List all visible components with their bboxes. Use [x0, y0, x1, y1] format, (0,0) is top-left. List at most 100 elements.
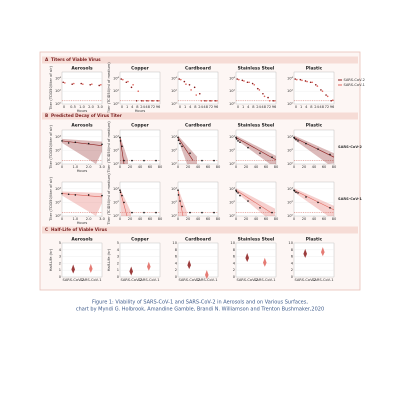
x-tick-label: 40	[312, 165, 317, 169]
y-tick-label: 6	[233, 255, 236, 259]
violin	[303, 248, 307, 258]
data-point	[119, 191, 122, 193]
x-tick-label: 60	[148, 165, 153, 169]
data-point	[121, 145, 123, 148]
uncertainty-band	[62, 138, 102, 164]
violin	[263, 257, 267, 267]
data-point	[247, 200, 249, 202]
data-point	[205, 100, 208, 102]
y-tick-label: 10²	[113, 200, 120, 204]
x-tick-label: 0	[293, 165, 296, 169]
data-point	[239, 141, 241, 144]
data-point	[64, 82, 66, 84]
section-label: B	[45, 113, 48, 118]
x-tick-label: 1	[126, 105, 128, 109]
data-point	[146, 100, 148, 102]
y-tick-label: 0	[175, 275, 178, 279]
x-tick-label: 8	[194, 105, 197, 109]
data-point	[131, 159, 133, 162]
y-tick-label: 10²	[113, 89, 120, 93]
data-point	[209, 100, 211, 102]
data-point	[332, 99, 334, 101]
x-tick-label: 40	[254, 217, 259, 221]
data-point	[259, 207, 261, 209]
data-point	[119, 136, 121, 139]
data-point	[62, 81, 64, 84]
y-tick-label: 8	[175, 248, 178, 252]
violin	[89, 263, 93, 273]
y-tick-label: 10⁴	[55, 187, 62, 191]
y-tick-label: 5	[59, 241, 61, 245]
data-point	[216, 100, 218, 102]
y-tick-label: 10⁰	[171, 214, 178, 218]
panel-title: Aerosols	[71, 237, 93, 243]
y-axis-label: Titer (TCID50/liter of air)	[49, 125, 53, 170]
data-point	[195, 94, 198, 96]
data-point	[140, 100, 143, 102]
panel-title: Stainless Steel	[238, 66, 275, 72]
x-tick-label: 20	[128, 217, 133, 221]
uncertainty-band	[178, 188, 187, 216]
data-point	[152, 100, 155, 102]
plot-area	[235, 181, 277, 217]
violin	[147, 261, 151, 271]
x-tick-label: 20	[244, 217, 249, 221]
x-tick-label: 40	[138, 217, 143, 221]
plot-area	[293, 129, 335, 165]
data-point	[179, 142, 181, 145]
data-point	[214, 100, 216, 102]
x-tick-label: 24	[314, 105, 319, 109]
x-tick-label: 24	[198, 105, 203, 109]
plot-area	[293, 242, 335, 278]
x-tick-label: 0	[295, 105, 298, 109]
y-tick-label: 10²	[287, 200, 294, 204]
x-tick-label: 40	[138, 165, 143, 169]
data-point	[274, 100, 276, 102]
data-point	[67, 193, 70, 196]
data-point	[268, 100, 271, 102]
panel-title: Cardboard	[185, 123, 211, 129]
data-point	[295, 138, 297, 141]
y-tick-label: 0	[59, 275, 62, 279]
data-point	[177, 139, 180, 141]
data-point	[241, 79, 244, 82]
data-point	[317, 201, 319, 204]
x-tick-label: 48	[203, 105, 208, 109]
plot-area	[119, 129, 161, 165]
y-tick-label: 0	[233, 275, 236, 279]
y-axis-label: Titer (TCID50/ml of medium)	[107, 62, 111, 115]
data-point	[122, 78, 124, 81]
x-tick-label: 96	[156, 105, 161, 109]
panel-title: Cardboard	[185, 237, 211, 243]
y-tick-label: 4	[291, 261, 294, 265]
data-point	[306, 80, 308, 83]
data-point	[253, 84, 256, 86]
y-tick-label: 10	[230, 241, 235, 245]
y-tick-label: 10⁴	[171, 135, 178, 139]
fit-line	[235, 137, 277, 161]
data-point	[304, 80, 307, 82]
data-point	[155, 159, 157, 162]
y-tick-label: 10⁰	[55, 102, 62, 106]
y-tick-label: 10⁴	[287, 135, 294, 139]
y-axis-label: Titer (TCID50/ml of medium)	[107, 121, 111, 174]
data-point	[329, 207, 331, 209]
plot-area	[61, 242, 103, 278]
y-axis-label: Half-Life (hr)	[49, 248, 53, 271]
x-tick-label: 0	[61, 165, 64, 169]
uncertainty-band	[62, 191, 102, 216]
fit-line	[61, 140, 103, 146]
y-tick-label: 10²	[55, 148, 62, 152]
panel-title: Copper	[131, 66, 150, 72]
data-point	[73, 82, 75, 85]
panel-title: Copper	[131, 123, 150, 129]
data-point	[189, 211, 191, 214]
x-tick-label: 72	[267, 105, 272, 109]
section-title: Half-Life of Viable Virus	[51, 227, 107, 232]
x-tick-label: 1.0	[72, 165, 78, 169]
x-tick-label: SARS-CoV-1	[138, 278, 159, 282]
data-point	[263, 95, 266, 98]
x-tick-label: 48	[145, 105, 150, 109]
data-point	[301, 79, 303, 82]
y-tick-label: 10⁰	[287, 214, 294, 218]
